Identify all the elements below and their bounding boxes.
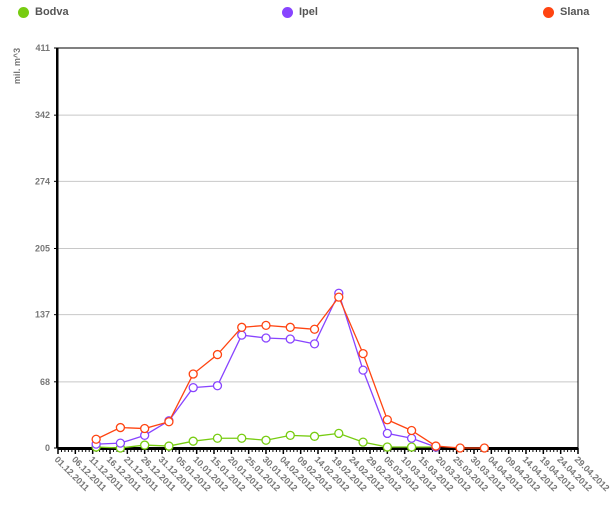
data-point-ipel [261, 333, 271, 343]
series-line-ipel [96, 291, 437, 448]
data-point-bodva [212, 433, 223, 443]
data-point-slana [91, 434, 101, 444]
data-point-slana [479, 443, 490, 453]
data-point-bodva [406, 442, 417, 452]
data-point-slana [285, 322, 295, 332]
legend-marker-icon [282, 6, 293, 18]
data-point-bodva [261, 435, 271, 445]
y-tick-label: 137 [35, 310, 50, 320]
data-point-ipel [406, 433, 417, 443]
data-point-bodva [382, 442, 392, 452]
data-point-slana [358, 348, 368, 359]
data-point-ipel [237, 330, 247, 340]
data-point-slana [212, 349, 223, 360]
data-point-slana [309, 324, 320, 334]
data-point-slana [406, 425, 417, 436]
data-point-slana [115, 422, 126, 433]
data-point-slana [455, 443, 465, 453]
y-tick-label: 342 [35, 110, 50, 120]
data-point-bodva [140, 440, 150, 450]
legend-label: Slana [560, 6, 590, 18]
series-line-slana [95, 295, 485, 449]
y-tick-label: 0 [45, 443, 50, 453]
data-point-slana [164, 417, 174, 427]
data-point-slana [382, 415, 392, 425]
y-tick-label: 274 [35, 176, 50, 186]
legend-item-bodva[interactable]: Bodva [18, 6, 69, 18]
data-point-ipel [115, 438, 126, 448]
legend-marker-icon [18, 6, 29, 18]
y-tick-label: 68 [40, 377, 50, 387]
data-point-bodva [309, 431, 320, 441]
y-tick-label: 205 [35, 243, 50, 253]
data-point-ipel [382, 428, 392, 439]
data-point-slana [334, 292, 344, 302]
data-point-ipel [358, 365, 368, 375]
legend-label: Ipel [299, 6, 318, 18]
data-point-slana [261, 320, 271, 331]
data-point-slana [237, 322, 247, 332]
data-point-ipel [188, 383, 198, 393]
data-point-bodva [334, 428, 344, 439]
legend-item-slana[interactable]: Slana [543, 6, 589, 18]
data-point-slana [140, 423, 150, 434]
data-point-bodva [188, 436, 198, 446]
data-point-bodva [358, 437, 368, 447]
legend-label: Bodva [35, 6, 69, 18]
data-point-slana [188, 369, 198, 379]
y-axis-label: mil. m^3 [12, 48, 22, 84]
data-point-bodva [285, 430, 295, 440]
data-point-bodva [164, 441, 174, 451]
legend-item-ipel[interactable]: Ipel [282, 6, 318, 18]
data-point-slana [431, 441, 441, 451]
y-tick-label: 411 [35, 43, 50, 53]
legend-marker-icon [543, 6, 554, 18]
data-point-bodva [237, 433, 247, 443]
data-point-ipel [309, 339, 320, 349]
data-point-ipel [285, 334, 295, 344]
data-point-ipel [212, 381, 223, 391]
